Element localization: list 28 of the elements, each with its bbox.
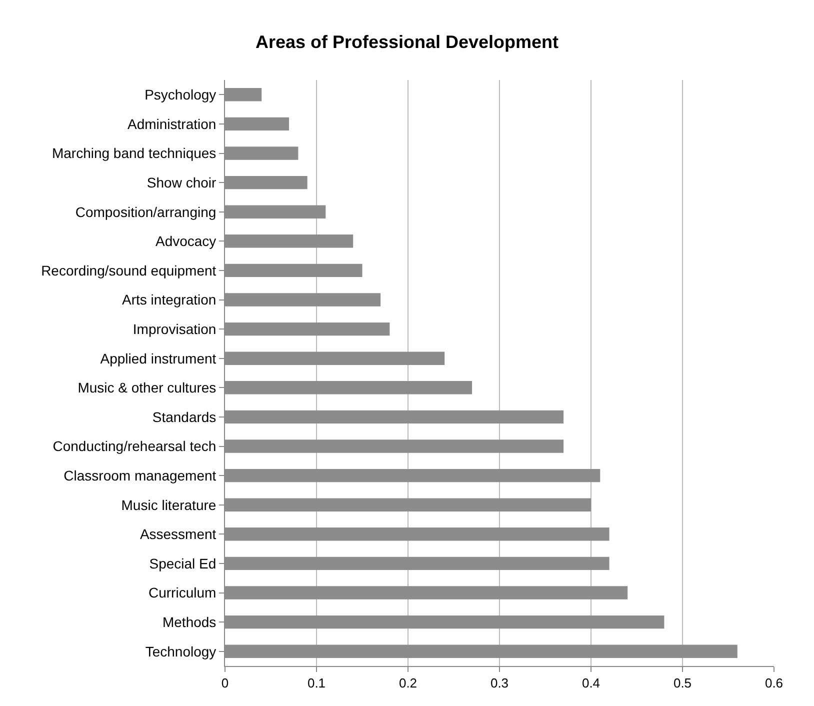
y-tick-label: Standards [152,408,216,425]
chart-title: Areas of Professional Development [255,32,559,52]
x-tick-label: 0 [221,676,229,691]
y-tick-label: Conducting/rehearsal tech [52,438,216,454]
y-tick-label: Psychology [144,86,216,103]
y-tick-label: Music literature [121,496,216,513]
y-tick-label: Music & other cultures [78,380,216,396]
y-tick-label: Assessment [140,526,216,542]
x-tick-label: 0.1 [307,676,326,691]
x-tick-label: 0.3 [490,676,509,691]
y-tick-label: Composition/arranging [75,204,216,220]
y-tick-label: Administration [127,116,216,132]
y-tick-label: Arts integration [122,292,216,308]
y-tick-label: Special Ed [149,555,216,572]
y-tick-label: Curriculum [148,584,216,601]
y-tick-label: Marching band techniques [52,145,216,162]
y-tick-label: Advocacy [155,233,216,250]
x-tick-label: 0.4 [582,676,600,691]
x-tick-label: 0.5 [673,676,692,691]
y-tick-label: Technology [145,643,216,660]
y-tick-label: Classroom management [64,467,216,484]
y-tick-label: Recording/sound equipment [41,262,216,278]
y-tick-label: Show choir [146,174,217,190]
y-tick-label: Applied instrument [100,350,216,366]
x-tick-label: 0.6 [764,676,784,691]
y-tick-label: Methods [162,614,216,630]
y-tick-label: Improvisation [132,320,216,337]
x-tick-label: 0.2 [398,676,418,691]
